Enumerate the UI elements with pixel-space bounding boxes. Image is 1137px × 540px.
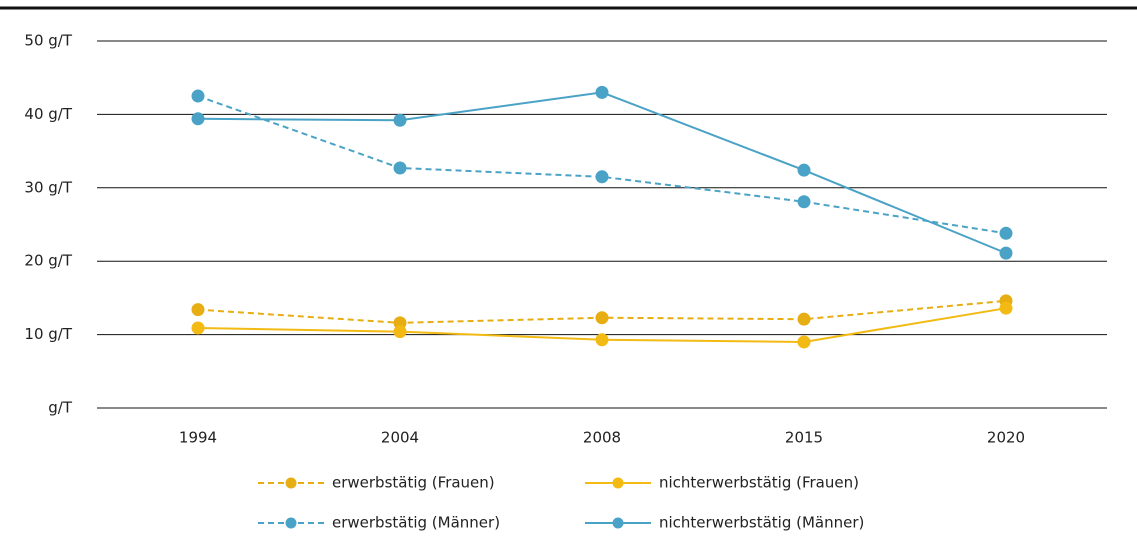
legend-dot (612, 477, 624, 489)
y-tick-label: g/T (48, 399, 73, 417)
data-point (191, 112, 205, 126)
legend-label: nichterwerbstätig (Männer) (659, 514, 864, 532)
y-tick-label: 20 g/T (24, 252, 72, 270)
data-point (999, 226, 1013, 240)
data-point (999, 246, 1013, 260)
data-point (191, 303, 205, 317)
data-point (797, 335, 811, 349)
data-point (595, 85, 609, 99)
data-point (797, 312, 811, 326)
y-tick-label: 40 g/T (24, 105, 72, 123)
x-tick-label: 2008 (583, 429, 621, 447)
y-tick-label: 50 g/T (24, 32, 72, 50)
data-point (191, 321, 205, 335)
data-point (595, 311, 609, 325)
y-tick-label: 30 g/T (24, 178, 72, 196)
data-point (797, 163, 811, 177)
x-tick-label: 1994 (179, 429, 217, 447)
legend-label: nichterwerbstätig (Frauen) (659, 474, 859, 492)
data-point (999, 301, 1013, 315)
data-point (797, 195, 811, 209)
y-tick-label: 10 g/T (24, 325, 72, 343)
data-point (595, 333, 609, 347)
data-point (393, 113, 407, 127)
legend-dot (612, 517, 624, 529)
data-point (191, 89, 205, 103)
data-point (595, 170, 609, 184)
data-point (393, 161, 407, 175)
x-tick-label: 2004 (381, 429, 419, 447)
series-line (197, 95, 1007, 235)
legend-dot (285, 477, 297, 489)
x-tick-label: 2020 (987, 429, 1025, 447)
data-point (393, 325, 407, 339)
legend-dot (285, 517, 297, 529)
legend-label: erwerbstätig (Frauen) (332, 474, 495, 492)
x-tick-label: 2015 (785, 429, 823, 447)
legend-label: erwerbstätig (Männer) (332, 514, 500, 532)
